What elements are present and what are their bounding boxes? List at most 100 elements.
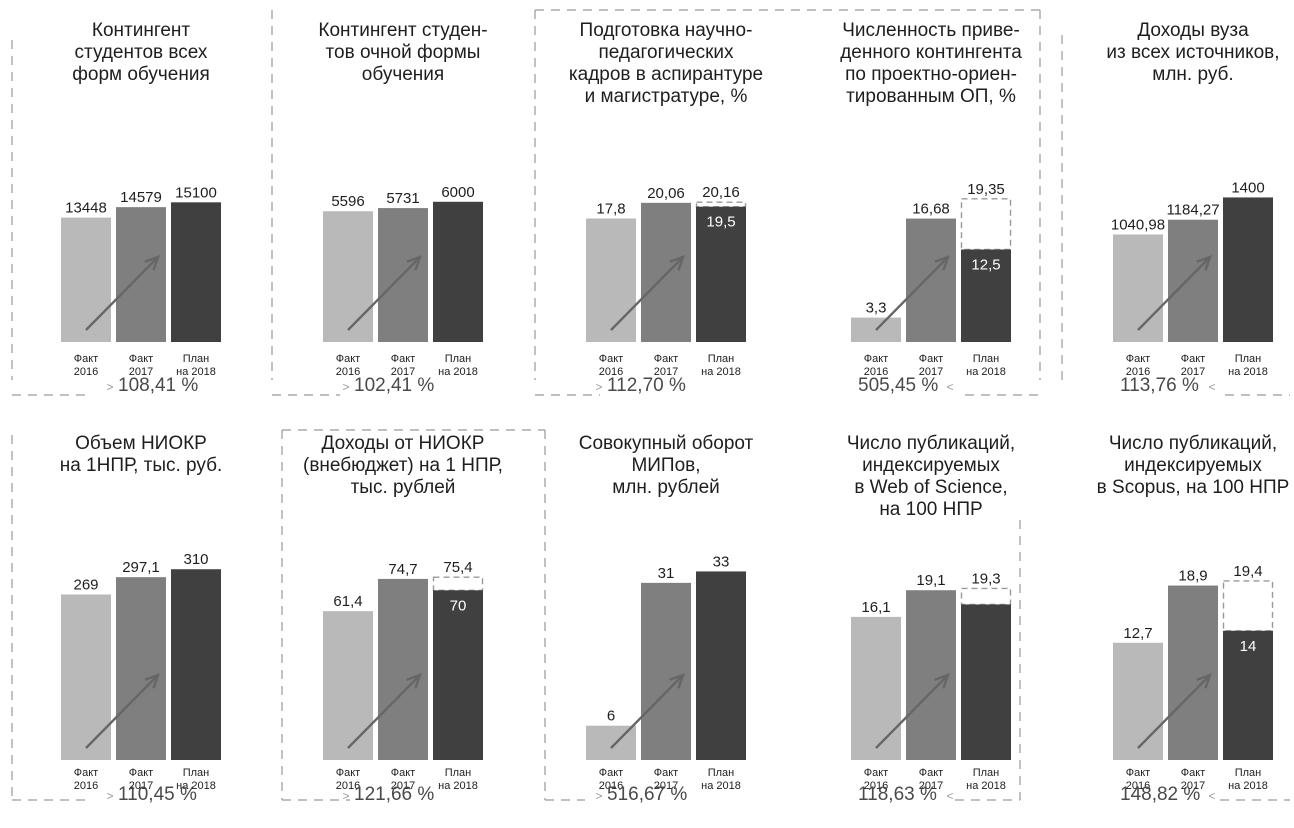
- bar: [323, 211, 373, 342]
- value-label: 3,3: [866, 300, 887, 317]
- chart-title: Совокупный оборот МИПов, млн. рублей: [578, 433, 754, 498]
- category-label: Факт 2016: [599, 353, 623, 378]
- growth-arrow-head: [406, 255, 422, 271]
- growth-arrow-head: [406, 673, 422, 689]
- bar-chart: 5596 Факт 2016 5731 Факт 2017 6000 План на 2018 >: [323, 184, 483, 394]
- growth-arrow-head: [1196, 673, 1212, 689]
- growth-percent: 148,82 %: [1120, 784, 1201, 805]
- value-label: 19,5: [706, 214, 735, 231]
- growth-arrow: [347, 674, 421, 749]
- category-label: Факт 2016: [1126, 353, 1150, 378]
- bar: [906, 218, 956, 342]
- bar: [851, 616, 901, 760]
- category-label: Факт 2017: [129, 353, 153, 378]
- bar: [1113, 234, 1163, 342]
- value-label: 70: [450, 597, 467, 614]
- target-label: 19,4: [1233, 563, 1262, 580]
- chart-panel: Объем НИОКР на 1НПР, тыс. руб. 269 Факт 201…: [10, 428, 272, 813]
- value-label: 12,7: [1123, 625, 1152, 642]
- target-outline: [432, 576, 484, 592]
- category-label: Факт 2016: [1126, 767, 1150, 792]
- bar: [61, 594, 111, 760]
- bar: [1168, 585, 1218, 760]
- category-label: Факт 2017: [919, 353, 943, 378]
- growth-arrow-head: [669, 673, 685, 689]
- growth-pointer-icon: >: [342, 789, 349, 803]
- value-label: 74,7: [388, 561, 417, 578]
- category-label: Факт 2016: [864, 353, 888, 378]
- growth-pointer-icon: <: [1208, 789, 1215, 803]
- chart-panel: Контингент студен- тов очной формы обуче…: [272, 10, 534, 420]
- chart-title: Подготовка научно- педагогических кадров…: [568, 20, 764, 107]
- bar-chart: 1040,98 Факт 2016 1184,27 Факт 2017 1400 План на…: [1111, 179, 1273, 394]
- growth-pointer-icon: >: [595, 380, 602, 394]
- growth-percent: 516,67 %: [607, 784, 688, 805]
- bar: [641, 582, 691, 760]
- chart-panel: Подготовка научно- педагогических кадров…: [535, 10, 797, 420]
- value-label: 17,8: [596, 201, 625, 218]
- bar-chart: 3,3 Факт 2016 16,68 Факт 2017 19,35 12,5 План на …: [851, 181, 1012, 394]
- bar-chart: 6 Факт 2016 31 Факт 2017 33 План на 2018 >: [586, 553, 746, 803]
- bar: [586, 218, 636, 342]
- growth-percent: 118,63 %: [858, 784, 937, 805]
- growth-percent: 110,45 %: [118, 784, 197, 805]
- growth-pointer-icon: >: [595, 789, 602, 803]
- chart-title: Доходы вуза из всех источников, млн. руб…: [1106, 20, 1280, 85]
- chart-title: Контингент студен- тов очной формы обуче…: [318, 20, 488, 85]
- bar: [1113, 642, 1163, 760]
- value-label: 310: [183, 551, 208, 568]
- value-label: 269: [73, 576, 98, 593]
- growth-arrow: [875, 256, 949, 331]
- value-label: 15100: [175, 184, 217, 201]
- chart-title: Число публикаций, индексируемых в Scopus…: [1096, 433, 1290, 498]
- bar: [641, 202, 691, 342]
- category-label: План на 2018: [701, 353, 741, 378]
- value-label: 5731: [386, 190, 419, 207]
- bar: [696, 206, 746, 342]
- value-label: 12,5: [971, 257, 1000, 274]
- chart-title: Численность приве- денного контингента п…: [840, 20, 1022, 107]
- bar: [961, 249, 1011, 342]
- category-label: Факт 2017: [654, 353, 678, 378]
- category-label: План на 2018: [176, 353, 216, 378]
- growth-percent: 505,45 %: [858, 375, 939, 396]
- target-label: 75,4: [443, 559, 472, 576]
- category-label: Факт 2016: [336, 767, 360, 792]
- value-label: 13448: [65, 200, 107, 217]
- bar: [171, 569, 221, 760]
- category-label: План на 2018: [966, 767, 1006, 792]
- value-label: 1040,98: [1111, 217, 1165, 234]
- bar-chart: 12,7 Факт 2016 18,9 Факт 2017 19,4 14 План на 201…: [1113, 563, 1274, 803]
- bar: [961, 604, 1011, 760]
- growth-pointer-icon: >: [106, 380, 113, 394]
- bar: [171, 202, 221, 342]
- target-label: 19,35: [967, 181, 1005, 198]
- growth-arrow: [875, 674, 949, 749]
- chart-title: Объем НИОКР на 1НПР, тыс. руб.: [59, 433, 223, 476]
- chart-title: Число публикаций, индексируемых в Web of…: [846, 433, 1016, 520]
- target-label: 19,3: [971, 570, 1000, 587]
- bar: [696, 571, 746, 760]
- value-label: 6000: [441, 184, 474, 201]
- bar: [433, 201, 483, 342]
- growth-arrow: [1137, 674, 1211, 749]
- category-label: План на 2018: [438, 353, 478, 378]
- growth-arrow: [1137, 256, 1211, 331]
- category-label: Факт 2017: [129, 767, 153, 792]
- growth-percent: 113,76 %: [1120, 375, 1199, 396]
- growth-arrow: [610, 256, 684, 331]
- growth-arrow: [347, 256, 421, 331]
- category-label: План на 2018: [701, 767, 741, 792]
- chart-panel: Число публикаций, индексируемых в Scopus…: [1062, 428, 1294, 813]
- chart-panel: Число публикаций, индексируемых в Web of…: [800, 428, 1062, 813]
- value-label: 297,1: [122, 559, 160, 576]
- growth-arrow: [85, 674, 159, 749]
- chart-panel: Доходы вуза из всех источников, млн. руб…: [1062, 10, 1294, 420]
- chart-panel: Доходы от НИОКР (внебюджет) на 1 НПР, ты…: [272, 428, 534, 813]
- value-label: 14579: [120, 189, 162, 206]
- category-label: Факт 2017: [1181, 767, 1205, 792]
- growth-pointer-icon: <: [1208, 380, 1215, 394]
- category-label: Факт 2017: [654, 767, 678, 792]
- target-outline: [960, 587, 1012, 606]
- category-label: Факт 2017: [391, 767, 415, 792]
